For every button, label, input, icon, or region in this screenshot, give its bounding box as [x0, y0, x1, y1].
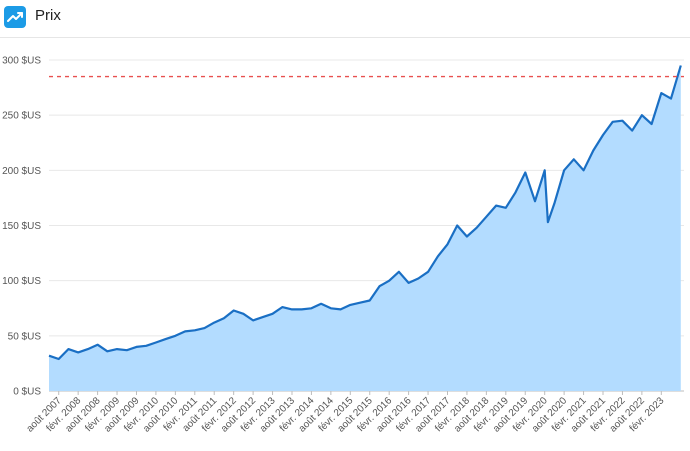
price-area	[49, 65, 681, 391]
chart-title: Prix	[35, 7, 61, 24]
price-line	[48, 65, 682, 361]
y-tick-label: 250 $US	[2, 111, 41, 122]
y-tick-label: 200 $US	[2, 166, 41, 177]
y-tick-label: 0 $US	[13, 387, 41, 398]
y-tick-label: 100 $US	[2, 276, 41, 287]
grid-lines	[49, 59, 684, 392]
y-tick-label: 300 $US	[2, 56, 41, 67]
y-tick-label: 150 $US	[2, 221, 41, 232]
y-tick-label: 50 $US	[8, 331, 42, 342]
panel-header: Prix	[0, 0, 690, 38]
price-chart: 0 $US 50 $US 100 $US 150 $US 200 $US 250 $US 3…	[2, 56, 684, 435]
y-axis-ticks: 0 $US 50 $US 100 $US 150 $US 200 $US 250 $US 3…	[2, 56, 41, 398]
trending-up-icon	[4, 6, 26, 28]
